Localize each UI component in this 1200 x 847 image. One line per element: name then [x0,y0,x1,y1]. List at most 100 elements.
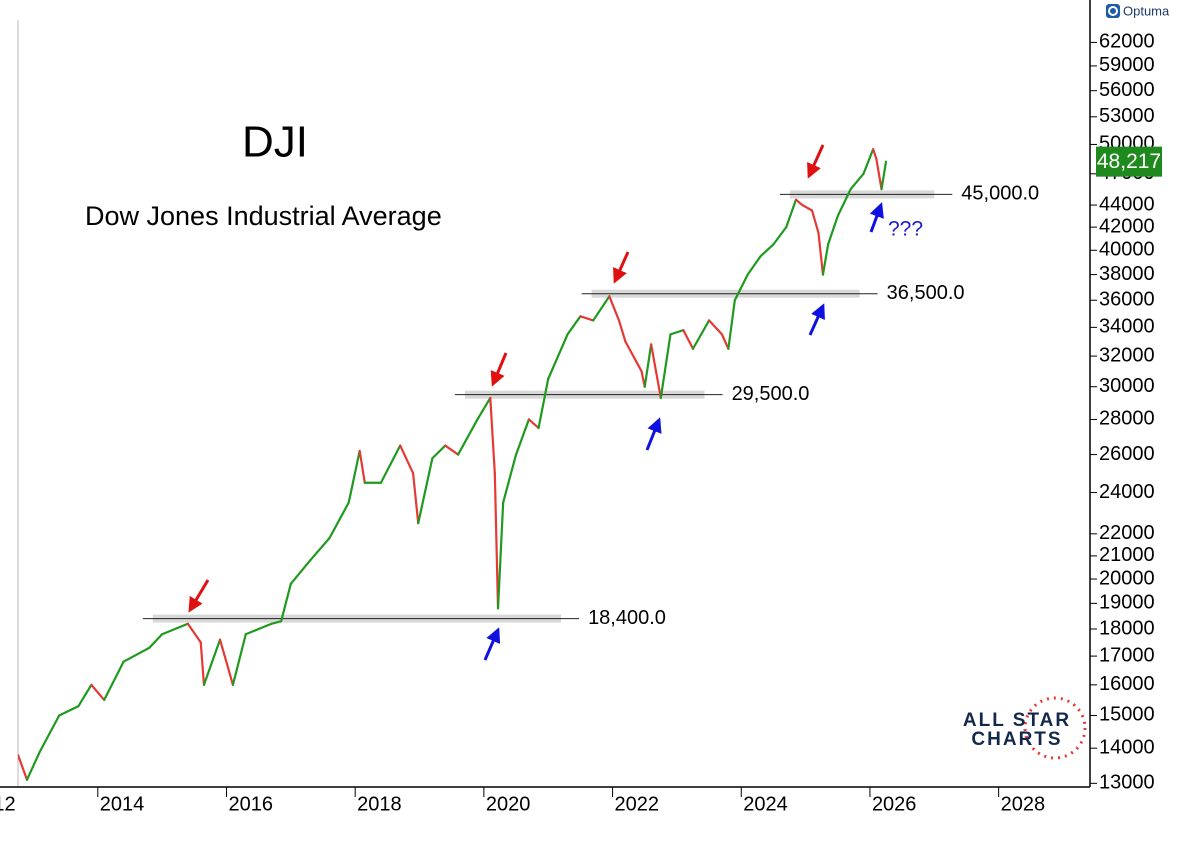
price-segment [643,343,653,388]
price-segment [90,683,106,702]
price-segment [493,472,500,610]
logo-text: ALL STAR [963,710,1071,731]
price-segment [514,418,531,456]
price-segment [257,622,273,631]
red-arrow [490,352,508,387]
y-tick-label: 40000 [1099,239,1155,261]
x-tick-label: 2014 [100,793,145,815]
price-segment [496,501,505,610]
price-segment [244,627,260,636]
price-segment [379,444,402,484]
price-segment [328,501,350,540]
x-tick-label: 2022 [615,793,660,815]
price-segment [399,444,415,475]
y-tick-label: 18000 [1099,617,1155,639]
y-tick-label: 13000 [1099,772,1155,794]
blue-arrow [808,303,825,336]
y-tick-label: 22000 [1099,522,1155,544]
price-segment [566,315,582,336]
logo-ring [1023,696,1087,760]
level-label: 18,400.0 [588,607,666,629]
price-segment [457,418,479,456]
price-segment [691,319,711,350]
y-tick-label: 14000 [1099,736,1155,758]
price-segment [875,157,883,191]
y-tick-label: 28000 [1099,408,1155,430]
blue-arrow [869,202,884,233]
x-tick-label: 2028 [1001,793,1046,815]
red-arrow [188,579,210,613]
level-label: 36,500.0 [887,282,965,304]
price-segment [659,333,672,400]
price-segment [25,750,41,781]
y-tick-label: 17000 [1099,644,1155,666]
price-segment [122,646,151,663]
y-tick-label: 30000 [1099,375,1155,397]
logo-icon [1108,6,1118,16]
price-segment [417,457,434,525]
y-tick-label: 15000 [1099,704,1155,726]
price-segment [817,231,825,276]
price-segment [821,243,830,276]
price-segment [527,418,540,430]
price-segment [801,203,814,212]
level-label: 45,000.0 [961,183,1039,205]
price-segment [827,214,839,246]
price-segment [537,377,550,430]
y-tick-label: 21000 [1099,544,1155,566]
optuma-logo: Optuma [1106,3,1170,18]
price-segment [547,333,569,380]
price-segment [38,714,61,753]
price-segment [431,444,447,460]
last-price-box [1096,146,1162,177]
price-segment [746,255,762,276]
y-tick-label: 56000 [1099,79,1155,101]
price-segment [347,449,361,504]
price-segment [18,753,29,781]
x-tick-label: 2026 [872,793,917,815]
price-segment [810,209,820,234]
price-segment [592,295,611,322]
price-segment [199,641,206,686]
blue-arrow [645,417,662,451]
price-segment [872,148,878,160]
price-segment [148,633,164,649]
price-segment [202,638,222,686]
price-segment [58,704,80,717]
y-tick-label: 16000 [1099,673,1155,695]
y-tick-label: 62000 [1099,31,1155,53]
price-segment [280,582,292,623]
price-segment [772,226,788,246]
y-tick-label: 53000 [1099,105,1155,127]
red-arrow [613,251,630,284]
level-label: 29,500.0 [732,383,810,405]
allstar-logo: ALL STAR CHARTS [963,696,1087,760]
y-tick-label: 34000 [1099,316,1155,338]
price-segment [218,638,235,686]
x-tick-label: 2016 [228,793,273,815]
y-tick-label: 38000 [1099,263,1155,285]
annotation-arrows [188,144,884,661]
price-segment [720,333,730,350]
price-segment [103,660,125,702]
y-tick-label: 42000 [1099,215,1155,237]
price-segment [309,537,331,562]
red-arrow [807,144,825,179]
price-segment [186,622,202,644]
x-tick-label: 2024 [743,793,788,815]
price-segment [608,295,621,322]
price-segment [270,620,283,625]
price-segment [502,453,518,504]
price-segment [880,160,888,191]
y-tick-label: 32000 [1099,344,1155,366]
y-tick-label: 44000 [1099,193,1155,215]
chart-subtitle: Dow Jones Industrial Average [85,201,442,231]
chart-title: DJI [242,118,308,167]
price-segment [794,198,804,207]
price-segment [77,683,93,708]
price-segment [444,444,460,456]
price-segment [411,472,420,525]
y-tick-label: 19000 [1099,592,1155,614]
last-price-label: 48,217 [1097,150,1161,173]
